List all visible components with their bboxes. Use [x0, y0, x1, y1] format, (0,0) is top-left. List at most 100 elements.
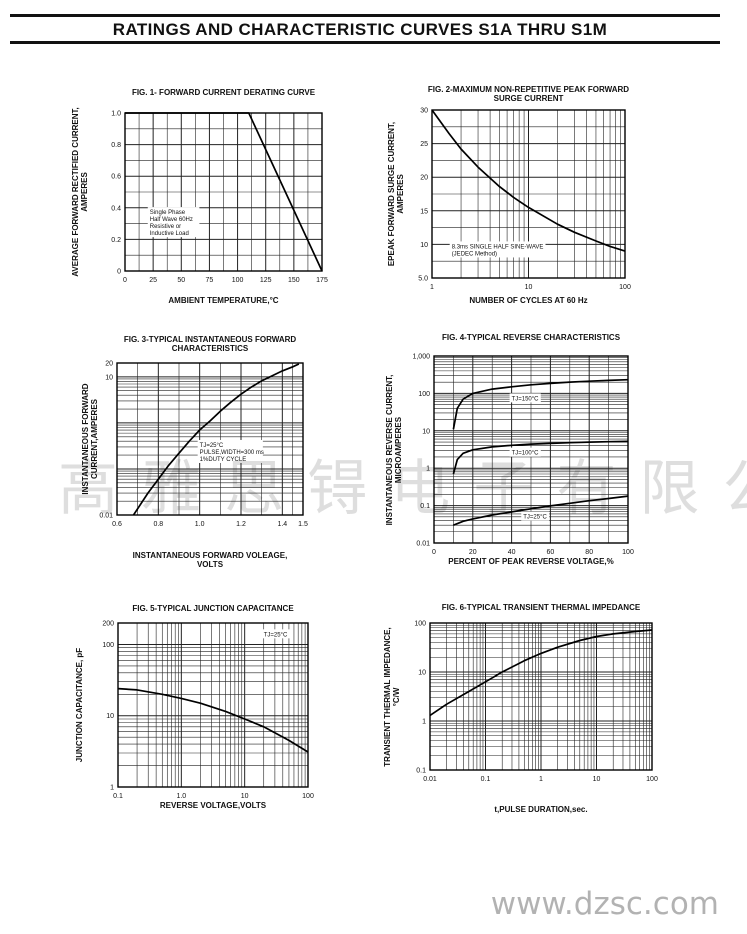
title-underline [10, 41, 720, 44]
y-tick-label: 0.6 [111, 174, 121, 181]
x-tick-label: 1 [539, 776, 543, 783]
y-tick-label: 200 [102, 621, 114, 628]
page-title: RATINGS AND CHARACTERISTIC CURVES S1A TH… [112, 20, 608, 39]
watermark-text: 高 雅 思 锝 电 子 有 限 公 司 [58, 454, 747, 524]
x-tick-label: 75 [206, 277, 214, 284]
annotation-text: Single Phase [150, 210, 186, 216]
chart-title: FIG. 6-TYPICAL TRANSIENT THERMAL IMPEDAN… [442, 603, 641, 612]
chart-title: FIG. 2-MAXIMUM NON-REPETITIVE PEAK FORWA… [428, 85, 629, 94]
y-tick-label: 25 [420, 141, 428, 148]
y-tick-label: 20 [105, 361, 113, 368]
x-axis-label: t,PULSE DURATION,sec. [494, 805, 587, 814]
x-tick-label: 0 [432, 549, 436, 556]
annotation-bg [261, 629, 290, 639]
y-tick-label: 1.0 [111, 111, 121, 118]
y-tick-label: 10 [418, 670, 426, 677]
y-axis-label: MICROAMPERES [394, 416, 403, 483]
x-tick-label: 20 [469, 549, 477, 556]
x-tick-label: 100 [622, 549, 634, 556]
x-tick-label: 80 [585, 549, 593, 556]
plot-frame [433, 355, 629, 544]
y-tick-label: 10 [105, 374, 113, 381]
annotation-bg [509, 447, 541, 457]
chart-title: SURGE CURRENT [494, 94, 564, 103]
x-tick-label: 100 [302, 793, 314, 800]
series-line [453, 495, 629, 526]
x-tick-label: 175 [316, 277, 328, 284]
y-tick-label: 0.8 [111, 142, 121, 149]
plot-frame [117, 622, 309, 788]
annotation-text: 1%DUTY CYCLE [200, 457, 247, 463]
annotation-text: TJ=25°C [264, 632, 288, 638]
series-line [125, 112, 323, 272]
y-tick-label: 0 [117, 269, 121, 276]
x-tick-label: 50 [177, 277, 185, 284]
x-tick-label: 0.8 [153, 521, 163, 528]
annotation-text: TJ=100°C [512, 451, 540, 457]
series-line [452, 378, 629, 430]
y-axis-label: °C/W [392, 687, 401, 706]
series-line [117, 687, 309, 753]
x-tick-label: 1.5 [298, 521, 308, 528]
chart-fig-3: 0.6 0.8 1.0 1.2 1.4 1.5 0.01 10 20 FIG. 3-TYPICAL… [81, 335, 308, 569]
x-axis-label: INSTANTANEOUS FORWARD VOLEAGE, [133, 551, 288, 560]
top-rule [10, 14, 720, 17]
x-tick-label: 10 [525, 284, 533, 291]
y-tick-label: 10 [422, 428, 430, 435]
annotation-bg [147, 207, 200, 238]
y-axis-label: TRANSIENT THERMAL IMPEDANCE, [383, 627, 392, 766]
y-tick-label: 1 [422, 719, 426, 726]
chart-title: CHARACTERISTICS [172, 344, 249, 353]
x-tick-label: 60 [547, 549, 555, 556]
x-tick-label: 0.1 [481, 776, 491, 783]
y-tick-label: 1 [426, 466, 430, 473]
annotation-text: TJ=25°C [200, 443, 224, 449]
plot-frame [429, 622, 653, 771]
annotation-bg [449, 241, 546, 258]
annotation-text: Resistive or [150, 224, 181, 230]
chart-fig-5: 0.1 1.0 10 100 1 10 100 200 FIG. 5-TYPICAL JUNCT… [75, 604, 314, 810]
watermark-url: www.dzsc.com [490, 886, 719, 922]
y-axis-label: JUNCTION CAPACITANCE, pF [75, 648, 84, 762]
plot-frame [431, 109, 626, 279]
x-tick-label: 1 [430, 284, 434, 291]
annotation-text: TJ=25°C [523, 515, 547, 521]
y-tick-label: 100 [414, 621, 426, 628]
y-axis-label: AVERAGE FORWARD RECTIFIED CURRENT, [71, 107, 80, 277]
annotation-text: 8.3ms SINGLE HALF SINE-WAVE [452, 244, 544, 250]
x-axis-label: REVERSE VOLTAGE,VOLTS [160, 801, 267, 810]
chart-title: FIG. 5-TYPICAL JUNCTION CAPACITANCE [132, 604, 294, 613]
annotation-bg [509, 393, 541, 403]
x-tick-label: 1.4 [277, 521, 287, 528]
x-tick-label: 100 [646, 776, 658, 783]
plot-frame [116, 362, 304, 516]
annotation-bg [521, 511, 550, 521]
chart-fig-2: 1 10 100 5.0 10 15 20 25 30 FIG. 2-MAXIMUM NON-RE… [387, 85, 631, 305]
chart-title: FIG. 1- FORWARD CURRENT DERATING CURVE [132, 88, 316, 97]
chart-fig-1: 0 25 50 75 100 125 150 175 0 0.2 0.4 0.6 0.8 1.0 FIG. … [71, 88, 328, 305]
x-tick-label: 100 [232, 277, 244, 284]
x-tick-label: 0.1 [113, 793, 123, 800]
y-tick-label: 10 [420, 242, 428, 249]
annotation-text: Half Wave 60Hz [150, 217, 193, 223]
annotation-text: (JEDEC Method) [452, 251, 497, 257]
annotation-text: PULSE,WIDTH=300 ms [200, 450, 264, 456]
y-tick-label: 0.4 [111, 205, 121, 212]
x-axis-label: PERCENT OF PEAK REVERSE VOLTAGE,% [448, 557, 614, 566]
y-tick-label: 0.1 [420, 503, 430, 510]
y-tick-label: 30 [420, 108, 428, 115]
x-tick-label: 1.0 [176, 793, 186, 800]
series-line [132, 363, 300, 516]
y-tick-label: 5.0 [418, 276, 428, 283]
y-tick-label: 0.01 [416, 541, 430, 548]
y-tick-label: 20 [420, 175, 428, 182]
x-axis-label: NUMBER OF CYCLES AT 60 Hz [469, 296, 587, 305]
x-tick-label: 100 [619, 284, 631, 291]
series-line [429, 629, 653, 717]
y-axis-label: CURRENT,AMPERES [90, 398, 99, 479]
chart-fig-4: 0 20 40 60 80 100 0.01 0.1 1 10 100 1,000 FIG. 4-TYP… [385, 333, 634, 566]
series-line [431, 109, 626, 252]
x-tick-label: 10 [241, 793, 249, 800]
